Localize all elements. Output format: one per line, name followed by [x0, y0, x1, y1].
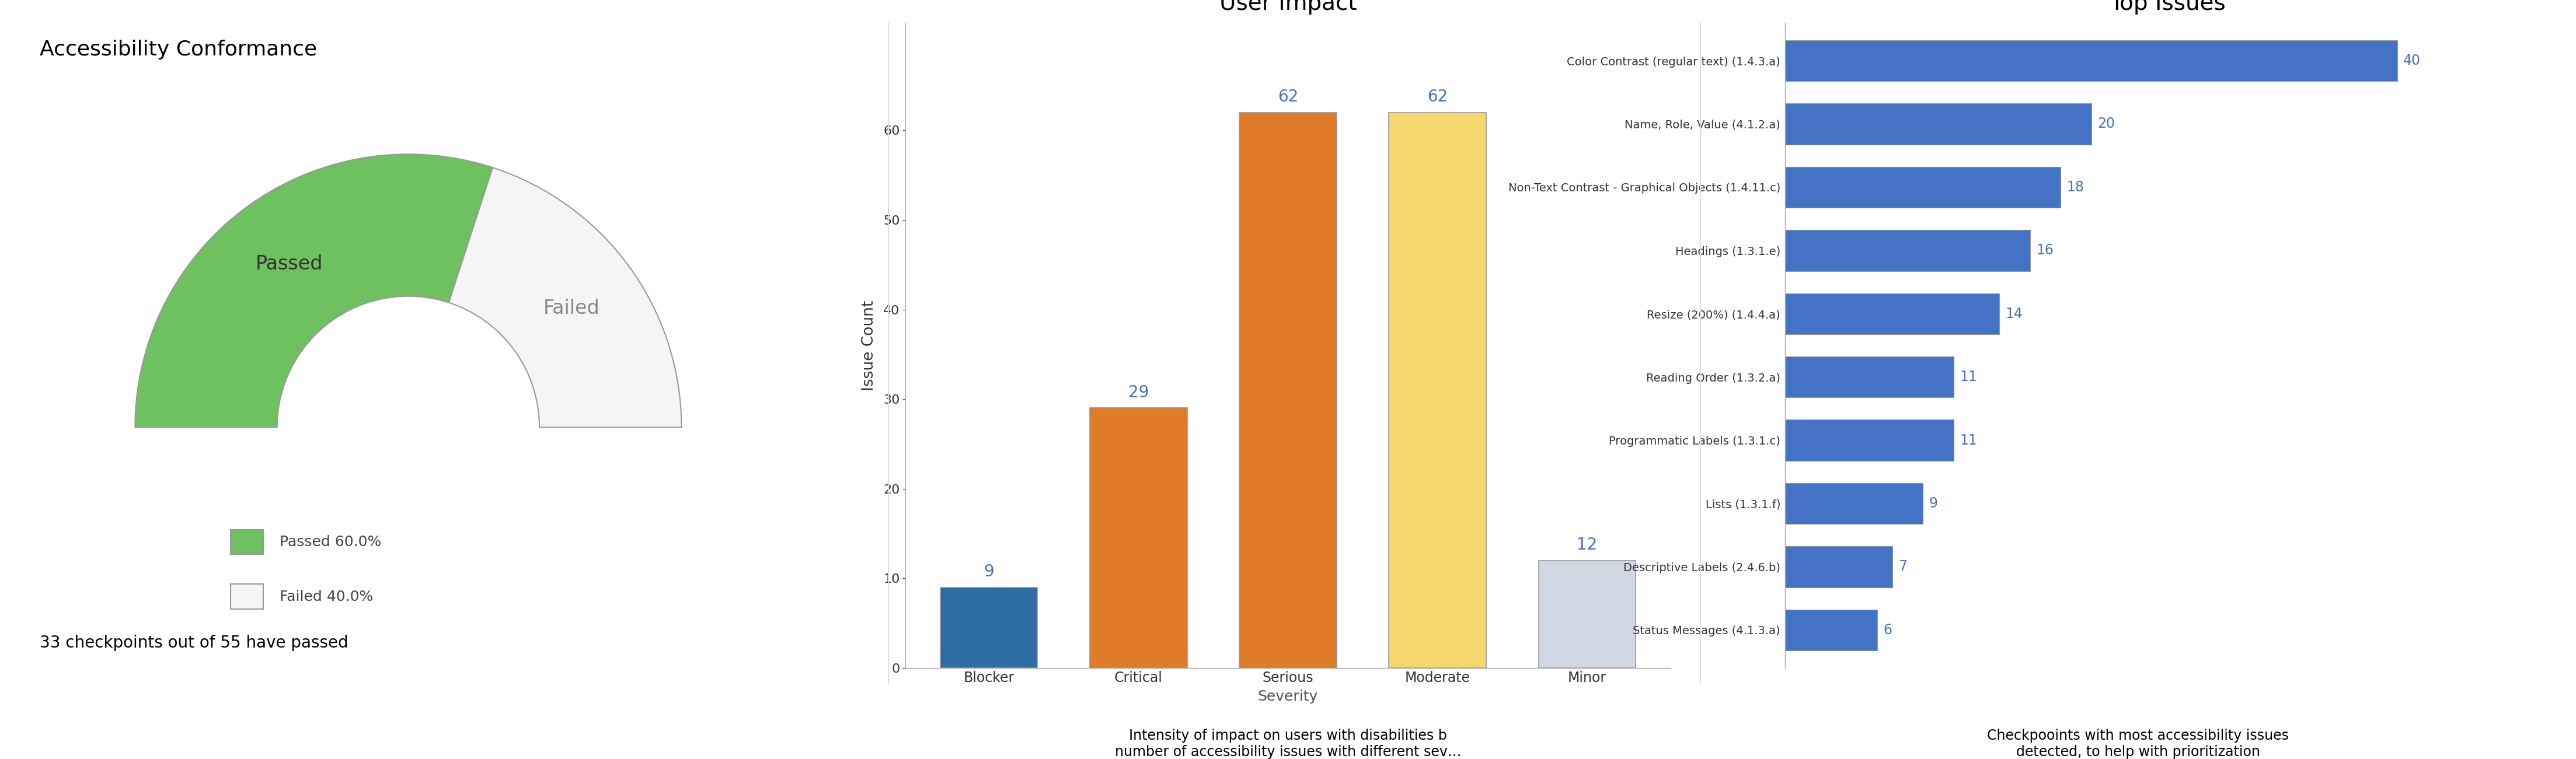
Text: Checkpooints with most accessibility issues
detected, to help with prioritizatio: Checkpooints with most accessibility iss…	[1986, 729, 2290, 759]
Bar	[1239, 112, 1337, 668]
Text: 40: 40	[2403, 54, 2421, 68]
FancyBboxPatch shape	[232, 584, 263, 609]
Text: 29: 29	[1128, 385, 1149, 401]
Text: 9: 9	[984, 564, 994, 580]
Text: 62: 62	[1427, 89, 1448, 106]
Text: Passed 60.0%: Passed 60.0%	[281, 535, 381, 549]
Text: Intensity of impact on users with disabilities b
number of accessibility issues : Intensity of impact on users with disabi…	[1115, 729, 1461, 759]
Title: User Impact: User Impact	[1218, 0, 1358, 14]
Text: Passed: Passed	[255, 254, 322, 273]
FancyBboxPatch shape	[232, 530, 263, 554]
Bar	[1785, 357, 1953, 398]
Bar	[940, 587, 1038, 668]
Text: 12: 12	[1577, 537, 1597, 553]
Text: 20: 20	[2097, 117, 2115, 131]
Bar	[1090, 408, 1188, 668]
Text: 62: 62	[1278, 89, 1298, 106]
Text: 18: 18	[2066, 180, 2084, 194]
Bar	[1785, 293, 1999, 334]
Bar	[1785, 167, 2061, 208]
Title: Top Issues: Top Issues	[2110, 0, 2226, 14]
Text: 9: 9	[1929, 496, 1937, 511]
X-axis label: Severity: Severity	[1257, 690, 1319, 704]
Text: 6: 6	[1883, 623, 1891, 637]
Text: 11: 11	[1960, 433, 1976, 447]
Bar	[1388, 112, 1486, 668]
Bar	[1785, 420, 1953, 461]
Bar	[1785, 103, 2092, 144]
Wedge shape	[448, 168, 683, 427]
Text: 11: 11	[1960, 370, 1976, 384]
Text: Failed 40.0%: Failed 40.0%	[281, 590, 374, 603]
Text: 33 checkpoints out of 55 have passed: 33 checkpoints out of 55 have passed	[39, 635, 348, 651]
Wedge shape	[134, 154, 492, 427]
Text: Accessibility Conformance: Accessibility Conformance	[39, 39, 317, 59]
Bar	[1785, 40, 2398, 81]
Y-axis label: Issue Count: Issue Count	[860, 300, 876, 391]
Text: 14: 14	[2007, 307, 2022, 321]
Bar	[1538, 560, 1636, 668]
Bar	[1785, 609, 1878, 650]
Text: 7: 7	[1899, 559, 1906, 574]
Bar	[1785, 483, 1922, 524]
Bar	[1785, 546, 1893, 587]
Bar	[1785, 230, 2030, 271]
Text: 16: 16	[2035, 244, 2053, 257]
Text: Failed: Failed	[544, 299, 600, 318]
